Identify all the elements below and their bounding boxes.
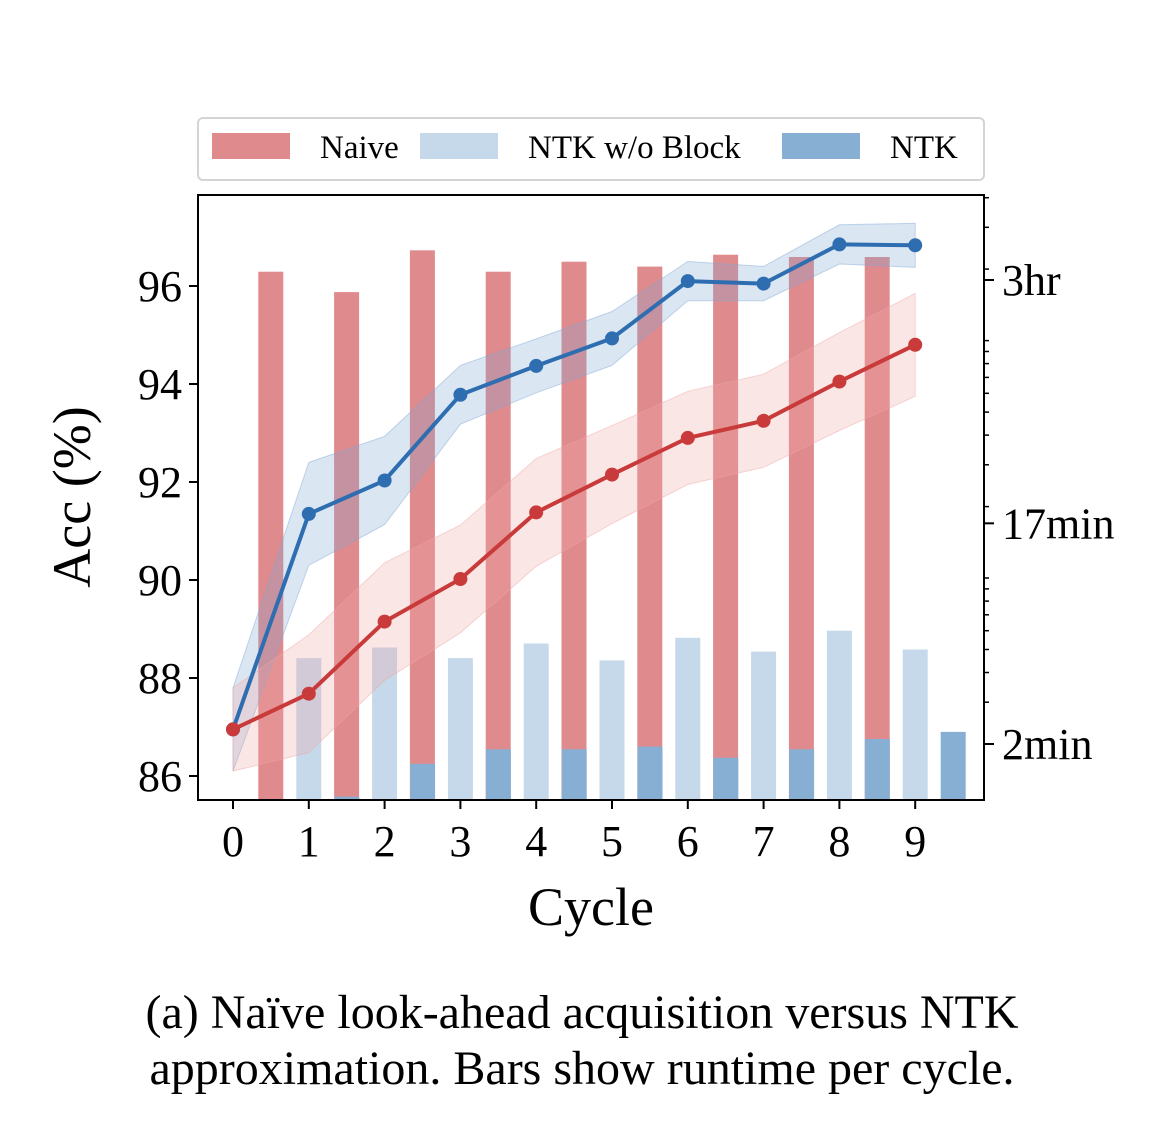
point-naive-cycle-7 [756, 413, 771, 428]
bar-naive-cycle-7 [713, 254, 739, 800]
legend: Naive NTK w/o Block NTK [197, 117, 985, 181]
point-ntk-cycle-7 [756, 276, 771, 291]
y-tick-label-94: 94 [138, 360, 182, 409]
y-tick-label-92: 92 [138, 458, 182, 507]
right-axis: 2min 17min 3hr [984, 196, 1114, 769]
bar-naive-cycle-3 [409, 250, 435, 801]
bar-ntk-cycle-9 [940, 731, 966, 800]
legend-swatch-ntk [782, 133, 860, 159]
x-tick-label-1: 1 [298, 817, 320, 866]
point-ntk-cycle-4 [529, 358, 544, 373]
point-naive-cycle-3 [453, 572, 468, 586]
point-ntk-cycle-6 [680, 274, 695, 289]
legend-label-naive: Naive [320, 130, 399, 166]
left-axis: 86 88 90 92 94 96 [138, 262, 198, 801]
band-ntk [232, 222, 916, 772]
point-naive-cycle-2 [377, 614, 392, 629]
point-ntk-cycle-8 [832, 237, 847, 252]
x-tick-label-9: 9 [904, 817, 926, 866]
x-tick-label-6: 6 [677, 817, 699, 866]
point-naive-cycle-6 [680, 430, 695, 445]
bar-ntk-w-o-block-cycle-5 [599, 660, 625, 800]
point-naive-cycle-0 [226, 722, 240, 737]
point-ntk-cycle-9 [908, 238, 923, 253]
right-tick-label-17min: 17min [1002, 499, 1114, 548]
legend-label-ntk-wo-block: NTK w/o Block [528, 130, 741, 166]
point-naive-cycle-9 [908, 337, 923, 352]
x-tick-label-2: 2 [374, 817, 396, 866]
band-naive [232, 292, 916, 772]
bar-ntk-cycle-5 [637, 746, 663, 800]
x-tick-label-0: 0 [222, 817, 244, 866]
point-naive-cycle-8 [832, 374, 847, 389]
point-naive-cycle-5 [605, 467, 619, 482]
plot-background [198, 195, 984, 800]
y-tick-label-90: 90 [138, 556, 182, 605]
x-tick-label-8: 8 [828, 817, 850, 866]
bar-naive-cycle-8 [788, 257, 814, 800]
bar-ntk-cycle-2 [410, 763, 436, 800]
x-tick-label-3: 3 [449, 817, 471, 866]
bar-naive-cycle-6 [637, 266, 663, 801]
figure-caption: (a) Naïve look-ahead acquisition versus … [0, 985, 1164, 1097]
bar-ntk-w-o-block-cycle-1 [296, 658, 322, 800]
bar-ntk-w-o-block-cycle-7 [751, 651, 777, 800]
bar-naive-cycle-2 [334, 292, 360, 800]
point-ntk-cycle-3 [453, 387, 468, 402]
legend-swatch-ntk-wo-block [420, 133, 498, 159]
bar-naive-cycle-9 [864, 257, 890, 800]
point-ntk-cycle-2 [377, 473, 392, 488]
point-naive-cycle-1 [301, 686, 316, 701]
bar-ntk-cycle-4 [561, 749, 587, 800]
right-tick-label-3hr: 3hr [1002, 256, 1061, 305]
bar-ntk-cycle-3 [485, 749, 511, 800]
point-naive-cycle-4 [529, 505, 544, 520]
x-tick-label-5: 5 [601, 817, 623, 866]
bar-ntk-w-o-block-cycle-4 [523, 643, 549, 800]
bar-ntk-cycle-6 [713, 757, 739, 800]
line-ntk [231, 242, 916, 731]
bar-ntk-w-o-block-cycle-9 [902, 649, 928, 800]
bar-ntk-w-o-block-cycle-3 [447, 658, 473, 800]
plot-frame [197, 194, 985, 801]
point-ntk-cycle-1 [301, 506, 316, 521]
x-axis: 0 1 2 3 4 5 6 7 8 9 [222, 800, 926, 866]
y-tick-label-88: 88 [138, 654, 182, 703]
bar-ntk-cycle-1 [334, 796, 360, 800]
legend-swatch-naive [212, 133, 290, 159]
y-axis-title: Acc (%) [42, 406, 102, 587]
y-tick-label-96: 96 [138, 262, 182, 311]
legend-label-ntk: NTK [890, 130, 958, 166]
line-naive [232, 343, 917, 732]
x-tick-label-7: 7 [753, 817, 775, 866]
bar-ntk-w-o-block-cycle-6 [675, 637, 701, 800]
bar-ntk-cycle-8 [864, 739, 890, 800]
bar-ntk-w-o-block-cycle-8 [826, 630, 852, 800]
y-tick-label-86: 86 [138, 752, 182, 801]
bar-ntk-cycle-7 [789, 749, 815, 800]
x-axis-title: Cycle [528, 877, 654, 937]
bar-ntk-w-o-block-cycle-2 [372, 647, 398, 800]
plot-area [197, 194, 985, 801]
line-layer [226, 237, 923, 737]
x-tick-label-4: 4 [525, 817, 547, 866]
confidence-band-layer [232, 222, 916, 772]
point-ntk-cycle-5 [605, 331, 619, 346]
right-tick-label-2min: 2min [1002, 720, 1092, 769]
caption-line-1: (a) Naïve look-ahead acquisition versus … [145, 986, 1019, 1039]
caption-line-2: approximation. Bars show runtime per cyc… [149, 1042, 1015, 1095]
